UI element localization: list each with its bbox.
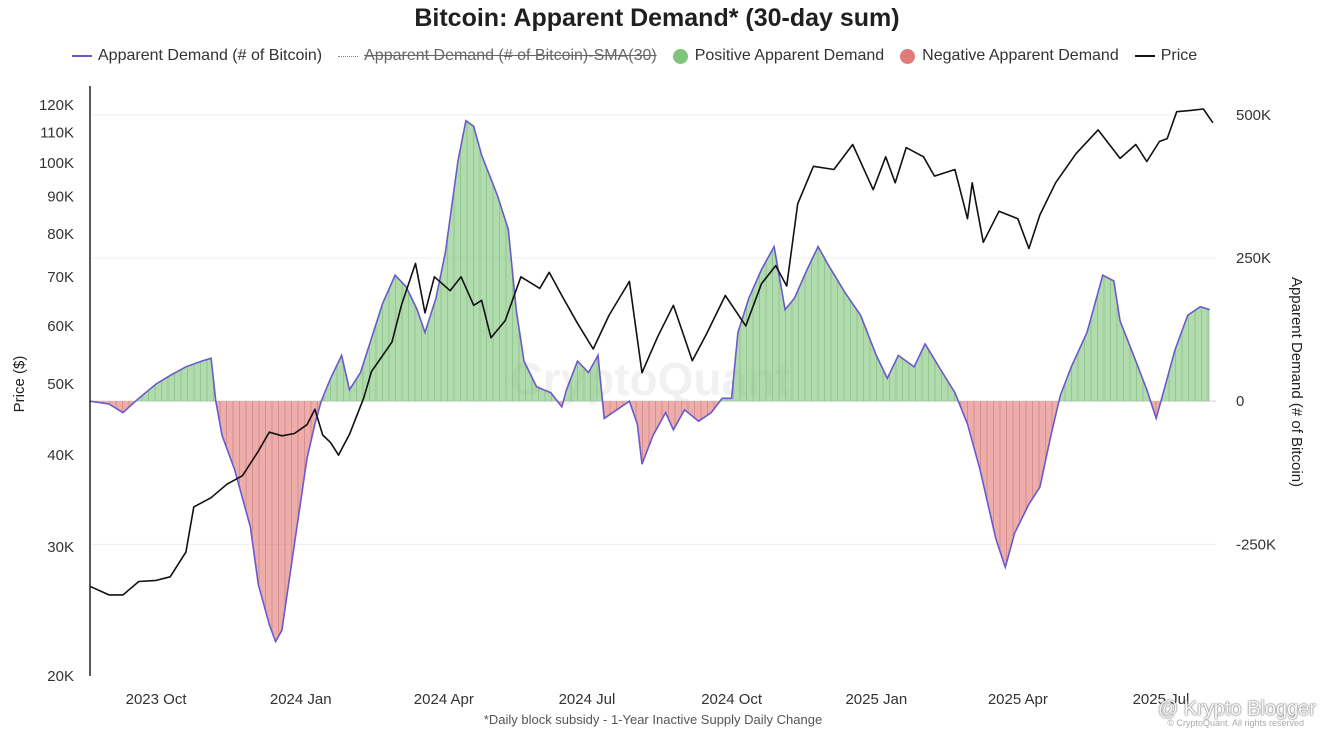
left-tick-label: 20K	[47, 668, 74, 685]
left-tick-label: 70K	[47, 269, 74, 286]
legend-label: Price	[1160, 47, 1198, 64]
legend-item-positive[interactable]: Positive Apparent Demand	[672, 47, 885, 65]
copyright: © CryptoQuant. All rights reserved	[1167, 718, 1304, 728]
right-tick-label: -250K	[1236, 536, 1276, 553]
series-lines	[89, 108, 1214, 644]
left-tick-label: 50K	[47, 376, 74, 393]
negative-demand-area	[629, 401, 720, 465]
demand-area	[90, 120, 1210, 642]
chart-legend: Apparent Demand (# of Bitcoin) Apparent …	[72, 44, 1213, 68]
left-tick-label: 90K	[47, 189, 74, 206]
negative-demand-area	[215, 401, 322, 642]
legend-label: Negative Apparent Demand	[922, 47, 1119, 64]
legend-dot-swatch	[672, 48, 688, 64]
right-tick-label: 250K	[1236, 250, 1271, 267]
left-tick-label: 60K	[47, 318, 74, 335]
right-tick-label: 500K	[1236, 107, 1271, 124]
left-tick-label: 110K	[40, 125, 74, 142]
legend-dotted-swatch	[338, 55, 359, 57]
left-tick-label: 80K	[47, 226, 74, 243]
x-tick-label: 2025 Jan	[845, 691, 907, 708]
positive-demand-area	[720, 246, 959, 402]
left-tick-label: 100K	[39, 155, 74, 172]
legend-label: Apparent Demand (# of Bitcoin)-SMA(30)	[364, 47, 657, 64]
x-tick-label: 2023 Oct	[126, 691, 188, 708]
positive-demand-area	[135, 358, 216, 402]
legend-dot-swatch	[900, 48, 916, 64]
left-tick-label: 40K	[47, 447, 74, 464]
x-tick-label: 2025 Apr	[988, 691, 1048, 708]
positive-demand-area	[563, 355, 603, 402]
left-tick-label: 120K	[39, 97, 74, 114]
x-tick-label: 2024 Oct	[701, 691, 763, 708]
legend-item-apparent-demand[interactable]: Apparent Demand (# of Bitcoin)	[72, 47, 322, 65]
footnote: *Daily block subsidy - 1-Year Inactive S…	[484, 712, 822, 727]
apparent-demand-line	[89, 119, 1210, 644]
x-tick-label: 2025 Jul	[1133, 691, 1190, 708]
legend-line-swatch	[1134, 55, 1155, 57]
x-tick-label: 2024 Jul	[559, 691, 616, 708]
negative-demand-area	[90, 401, 136, 413]
negative-demand-area	[958, 401, 1059, 568]
left-axis-title: Price ($)	[11, 356, 28, 413]
positive-demand-area	[1161, 306, 1210, 402]
watermark: @ Krypto Blogger	[1157, 698, 1316, 720]
chart-title: Bitcoin: Apparent Demand* (30-day sum)	[414, 4, 900, 32]
legend-label: Apparent Demand (# of Bitcoin)	[98, 47, 323, 64]
legend-item-price[interactable]: Price	[1134, 47, 1198, 65]
price-line	[89, 108, 1214, 596]
legend-line-swatch	[72, 55, 92, 57]
positive-demand-area	[321, 120, 558, 402]
right-axis-title: Apparent Demand (# of Bitcoin)	[1288, 277, 1305, 487]
right-tick-label: 0	[1236, 393, 1244, 410]
legend-item-negative[interactable]: Negative Apparent Demand	[900, 47, 1119, 65]
positive-demand-area	[1059, 275, 1151, 402]
axes: 20K 30K 40K 50K 60K 70K 80K 90K 100K 110K 120K 500K…	[11, 86, 1305, 727]
legend-item-sma[interactable]: Apparent Demand (# of Bitcoin)-SMA(30)	[338, 47, 657, 65]
x-tick-label: 2024 Apr	[414, 691, 474, 708]
legend-label: Positive Apparent Demand	[694, 47, 885, 64]
x-tick-label: 2024 Jan	[270, 691, 332, 708]
left-tick-label: 30K	[47, 539, 74, 556]
